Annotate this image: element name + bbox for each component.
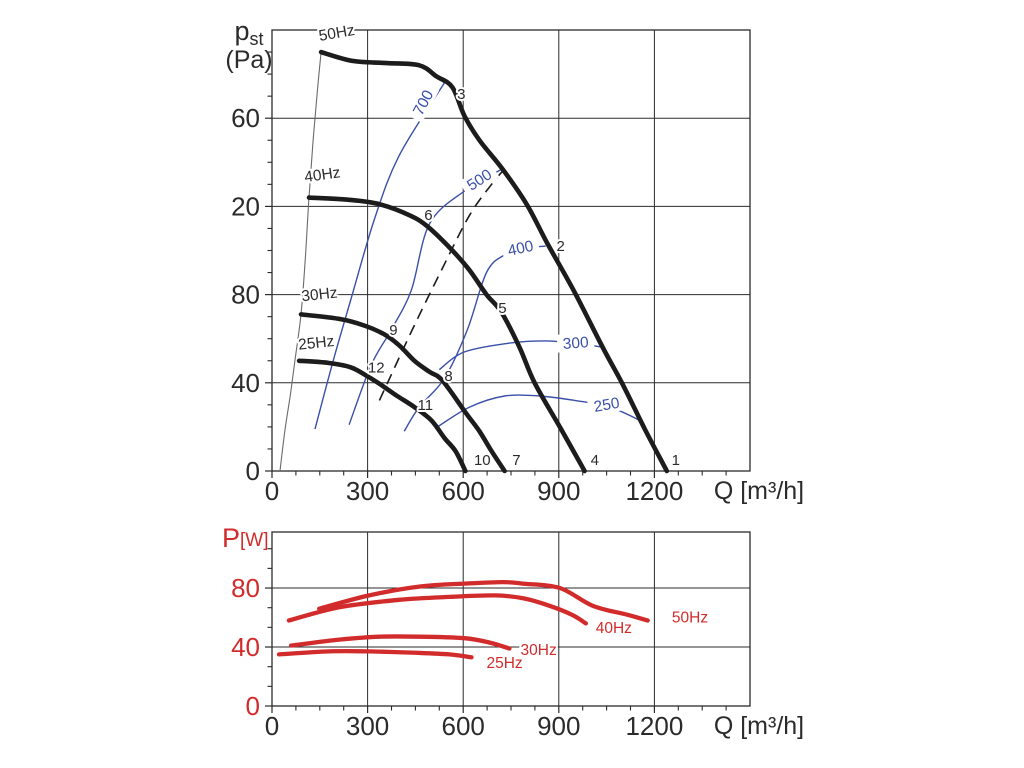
curve-label-bg (406, 81, 440, 123)
operating-point-label-1: 1 (672, 452, 680, 469)
power-chart: P[W] 0 300 600 900 1200 0 40 80 Q [m³/h] 50Hz 40Hz 3… (222, 523, 804, 741)
rpm-curve-label-250: 250 (592, 395, 621, 416)
operating-point-label-2: 2 (557, 238, 565, 255)
curve-label-group: 500 (458, 161, 500, 197)
y-tick-label: 80 (231, 280, 260, 310)
operating-point-label-10: 10 (474, 452, 491, 469)
operating-point-label-4: 4 (591, 452, 599, 469)
fan-curve-40Hz (306, 195, 587, 474)
x-tick-label: 0 (265, 711, 279, 741)
fan-curve-label-30Hz: 30Hz (301, 285, 339, 306)
system-resistance-curve (378, 166, 508, 401)
fan-curve-label-25Hz: 25Hz (297, 333, 335, 354)
power-curve-label-30Hz: 30Hz (521, 642, 557, 659)
fan-curve-25Hz (296, 358, 468, 474)
operating-point-label-9: 9 (389, 322, 397, 339)
power-axis-title: P[W] (222, 523, 269, 553)
operating-point-label-8: 8 (444, 368, 452, 385)
fan-curve-label-50Hz: 50Hz (318, 22, 357, 45)
y-tick-label: 80 (231, 573, 260, 603)
x-axis-title: Q [m³/h] (714, 477, 804, 505)
x-tick-label: 900 (537, 711, 580, 741)
operating-point-label-7: 7 (512, 452, 520, 469)
y-tick-label: 40 (231, 368, 260, 398)
y-axis-title: pst (234, 16, 263, 49)
x-axis-title: Q [m³/h] (714, 712, 804, 740)
fan-curve-label-group: 25Hz (295, 331, 337, 356)
power-curve-30Hz (288, 634, 512, 651)
power-curve-label-25Hz: 25Hz (486, 655, 522, 672)
operating-point-label-6: 6 (424, 207, 432, 224)
fan-curve-label-group: 50Hz (316, 20, 359, 47)
power-curve-50Hz (317, 579, 650, 623)
rpm-curve-label-300: 300 (562, 334, 589, 353)
power-curve-label-50Hz: 50Hz (672, 610, 708, 627)
fan-curve-label-group: 30Hz (299, 283, 341, 308)
y-axis-unit: (Pa) (225, 46, 272, 74)
x-tick-label: 300 (346, 476, 389, 506)
y-tick-label: 0 (246, 691, 260, 721)
y-tick-label: 40 (231, 632, 260, 662)
fan-curve-30Hz (298, 312, 507, 474)
fan-curve-label-40Hz: 40Hz (303, 164, 341, 186)
fan-curve-50Hz (318, 49, 670, 474)
operating-point-label-3: 3 (457, 86, 465, 103)
y-tick-label: 20 (231, 191, 260, 221)
operating-point-label-5: 5 (498, 300, 506, 317)
curve-label-bg (556, 332, 595, 353)
curve-label-group: 300 (556, 332, 595, 353)
x-tick-label: 0 (265, 476, 279, 506)
x-tick-label: 300 (346, 711, 389, 741)
curve-label-group: 700 (406, 81, 440, 123)
operating-point-label-11: 11 (417, 397, 433, 414)
curve-label-bg (500, 235, 541, 261)
fan-curve-label-group: 40Hz (301, 162, 343, 188)
rpm-curve-label-400: 400 (506, 238, 535, 260)
curve-label-group: 400 (500, 235, 541, 261)
power-curve-25Hz (276, 648, 474, 660)
operating-point-label-12: 12 (368, 359, 385, 376)
y-tick-label: 0 (246, 456, 260, 486)
plot-border (271, 531, 751, 707)
x-tick-label: 1200 (625, 711, 683, 741)
x-tick-label: 1200 (625, 476, 683, 506)
curve-label-bg (586, 392, 627, 417)
x-tick-label: 600 (442, 476, 485, 506)
rpm-curve-700 (314, 82, 445, 430)
curve-label-group: 250 (586, 392, 627, 417)
y-tick-label: 60 (231, 103, 260, 133)
power-curve-40Hz (286, 593, 589, 626)
power-curve-label-40Hz: 40Hz (596, 620, 632, 637)
pressure-chart: pst(Pa) 0 300 600 900 1200 0 40 80 20 60 Q [m³/h] 70… (225, 16, 804, 506)
curve-label-bg (458, 161, 500, 197)
operating-envelope-curve (279, 52, 322, 472)
rpm-curve-500 (348, 168, 503, 425)
plot-border (271, 29, 751, 472)
x-tick-label: 600 (442, 711, 485, 741)
x-tick-label: 900 (537, 476, 580, 506)
